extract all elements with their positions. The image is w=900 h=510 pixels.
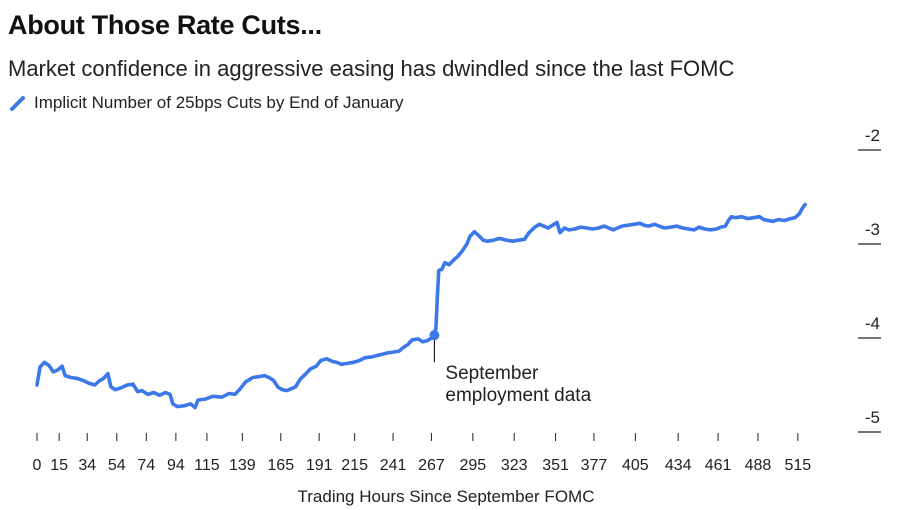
x-tick-label-17: 405 xyxy=(622,457,649,474)
x-tick-label-7: 139 xyxy=(229,457,256,474)
legend-swatch-icon xyxy=(10,95,25,111)
chart-title: About Those Rate Cuts... xyxy=(8,10,322,40)
y-axis: -2 -3 -4 -5 xyxy=(858,126,881,433)
legend-label: Implicit Number of 25bps Cuts by End of … xyxy=(34,93,404,112)
x-tick-label-2: 34 xyxy=(78,457,96,474)
y-tick-label-0: -2 xyxy=(865,126,880,145)
x-tick-label-21: 515 xyxy=(784,457,811,474)
x-tick-label-1: 15 xyxy=(50,457,68,474)
x-tick-label-9: 191 xyxy=(306,457,333,474)
x-tick-label-20: 488 xyxy=(745,457,772,474)
x-tick-label-18: 434 xyxy=(665,457,692,474)
x-axis: 0 15 34 54 74 94 115 139 165 191 215 241 267 295 323 35… xyxy=(33,433,811,474)
x-tick-label-5: 94 xyxy=(167,457,185,474)
x-tick-label-10: 215 xyxy=(341,457,368,474)
x-tick-label-11: 241 xyxy=(380,457,407,474)
x-tick-label-8: 165 xyxy=(267,457,294,474)
x-tick-label-6: 115 xyxy=(194,457,220,474)
chart-legend: Implicit Number of 25bps Cuts by End of … xyxy=(10,93,403,113)
x-tick-label-3: 54 xyxy=(108,457,126,474)
x-tick-label-19: 461 xyxy=(705,457,732,474)
x-tick-label-4: 74 xyxy=(137,457,155,474)
x-tick-label-13: 295 xyxy=(459,457,486,474)
series-layer xyxy=(35,202,807,410)
y-tick-label-3: -5 xyxy=(865,408,880,427)
y-tick-label-2: -4 xyxy=(865,314,880,333)
x-tick-label-14: 323 xyxy=(501,457,528,474)
annotation-text-0-0: September xyxy=(445,363,539,384)
x-tick-label-0: 0 xyxy=(33,457,42,474)
x-tick-label-15: 351 xyxy=(542,457,569,474)
x-axis-label: Trading Hours Since September FOMC xyxy=(298,487,595,506)
annotation-marker-0 xyxy=(429,330,440,341)
y-tick-label-1: -3 xyxy=(865,220,880,239)
x-tick-label-12: 267 xyxy=(418,457,445,474)
x-tick-label-16: 377 xyxy=(581,457,608,474)
annotation-text-0-1: employment data xyxy=(445,385,591,406)
series-line-0 xyxy=(35,202,807,410)
chart-subtitle: Market confidence in aggressive easing h… xyxy=(8,56,735,81)
